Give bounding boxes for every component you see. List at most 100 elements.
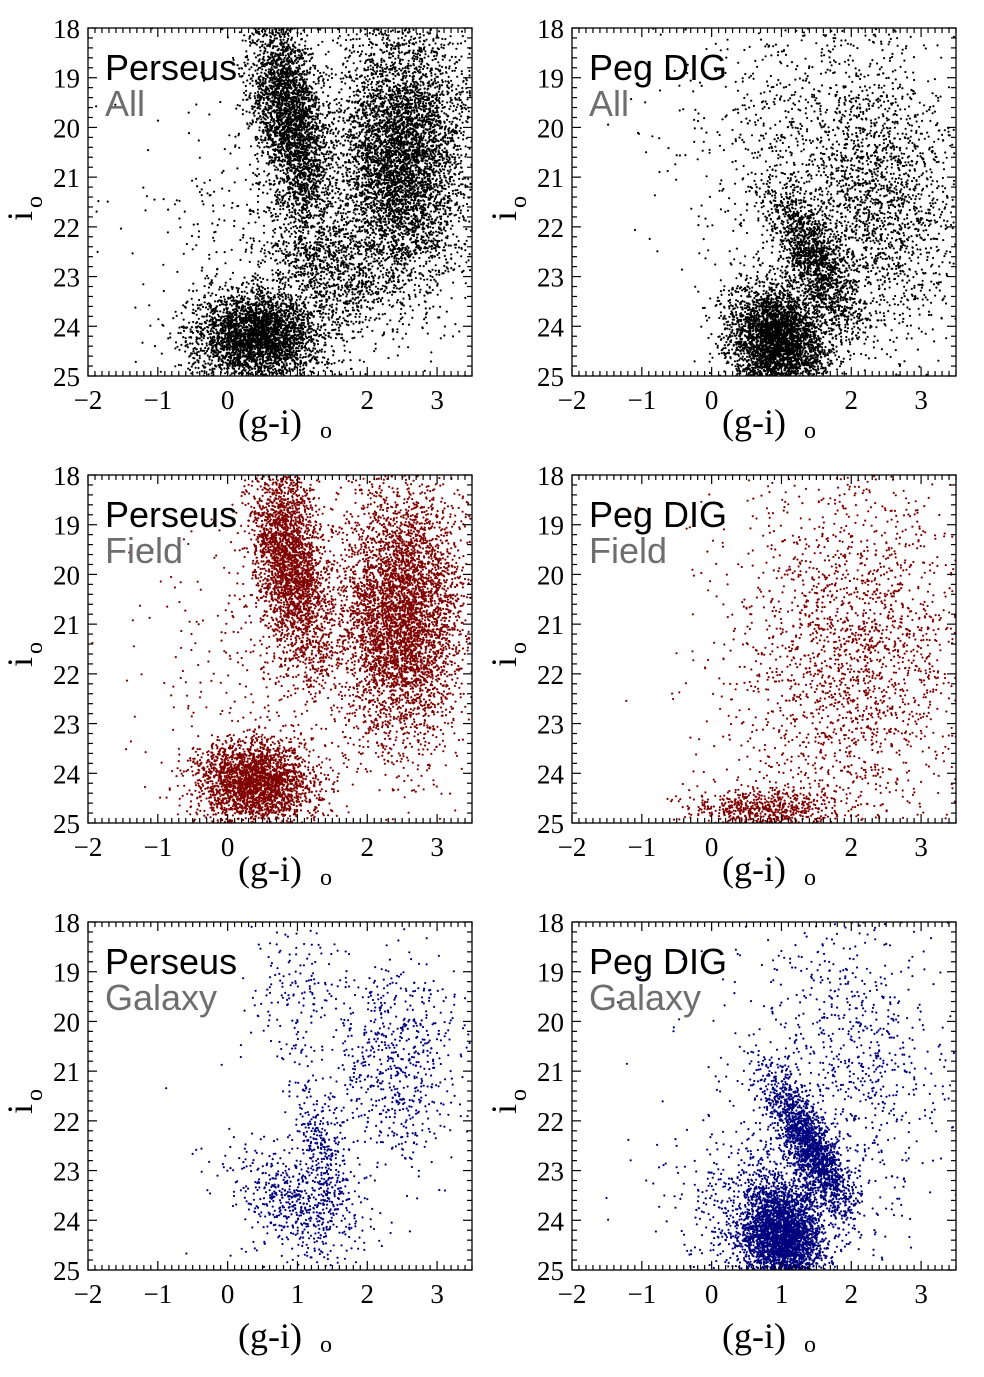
scatter-point	[264, 49, 267, 53]
scatter-point	[304, 190, 307, 193]
scatter-point	[455, 88, 458, 91]
scatter-point	[272, 57, 275, 60]
scatter-point	[352, 201, 355, 204]
scatter-point	[264, 90, 267, 94]
scatter-point	[269, 125, 272, 128]
scatter-point	[434, 239, 437, 242]
scatter-point	[283, 164, 286, 167]
scatter-point	[278, 149, 281, 152]
scatter-point	[392, 81, 395, 84]
scatter-point	[288, 211, 291, 214]
scatter-point	[295, 100, 299, 103]
scatter-point	[293, 82, 296, 85]
scatter-point	[429, 251, 432, 254]
scatter-point	[289, 48, 292, 51]
scatter-point	[404, 159, 407, 162]
scatter-point	[304, 40, 307, 43]
scatter-point	[297, 212, 300, 215]
scatter-point	[406, 245, 409, 248]
scatter-point	[298, 202, 301, 205]
scatter-point	[329, 200, 332, 203]
scatter-point	[267, 137, 270, 140]
scatter-point	[287, 91, 290, 94]
scatter-point	[327, 178, 330, 181]
scatter-point	[274, 66, 277, 69]
scatter-point	[327, 106, 331, 109]
scatter-point	[304, 106, 307, 109]
scatter-point	[307, 87, 310, 90]
scatter-point	[251, 107, 254, 110]
scatter-point	[311, 141, 314, 144]
scatter-point	[302, 56, 305, 60]
scatter-point	[286, 63, 289, 66]
scatter-point	[300, 150, 303, 154]
scatter-point	[455, 47, 458, 50]
scatter-point	[262, 139, 266, 142]
scatter-point	[254, 97, 257, 100]
scatter-point	[299, 78, 302, 81]
scatter-point	[251, 73, 254, 76]
scatter-point	[314, 115, 317, 118]
scatter-point	[242, 98, 245, 101]
scatter-point	[412, 134, 415, 137]
scatter-point	[321, 123, 325, 126]
scatter-point	[291, 144, 294, 147]
scatter-point	[427, 216, 430, 219]
scatter-point	[462, 130, 465, 133]
scatter-point	[441, 37, 444, 41]
scatter-point	[280, 177, 284, 180]
scatter-point	[316, 197, 319, 201]
scatter-point	[287, 43, 290, 46]
scatter-point	[317, 206, 320, 209]
scatter-point	[426, 184, 429, 187]
scatter-point	[329, 232, 332, 235]
scatter-point	[305, 84, 308, 87]
scatter-point	[292, 104, 296, 107]
scatter-point	[302, 140, 305, 143]
scatter-point	[311, 56, 314, 59]
scatter-point	[246, 56, 249, 59]
scatter-point	[282, 204, 285, 207]
scatter-point	[351, 79, 354, 82]
scatter-point	[293, 141, 296, 144]
scatter-point	[359, 312, 362, 315]
scatter-point	[291, 134, 294, 137]
scatter-point	[290, 137, 294, 141]
scatter-point	[305, 73, 308, 76]
scatter-point	[418, 291, 421, 294]
scatter-point	[319, 112, 322, 115]
scatter-point	[258, 101, 261, 104]
scatter-point	[292, 97, 295, 100]
scatter-point	[305, 69, 309, 72]
scatter-point	[307, 93, 310, 97]
scatter-point	[261, 112, 265, 115]
scatter-point	[441, 79, 444, 82]
scatter-point	[284, 154, 287, 157]
scatter-point	[460, 101, 464, 104]
scatter-point	[431, 59, 434, 62]
scatter-point	[265, 34, 268, 37]
scatter-point	[419, 252, 422, 255]
scatter-point	[274, 168, 277, 171]
scatter-point	[408, 49, 411, 52]
scatter-point	[314, 67, 317, 70]
scatter-point	[310, 133, 313, 136]
scatter-point	[295, 71, 298, 74]
scatter-point	[285, 142, 288, 145]
scatter-point	[315, 149, 318, 152]
scatter-point	[303, 73, 306, 76]
scatter-point	[283, 152, 286, 155]
scatter-point	[258, 181, 262, 184]
scatter-point	[323, 191, 326, 194]
scatter-point	[334, 212, 337, 215]
scatter-point	[284, 111, 287, 115]
scatter-point	[291, 159, 295, 162]
scatter-point	[304, 172, 307, 175]
scatter-point	[263, 170, 266, 173]
scatter-point	[335, 214, 338, 217]
scatter-point	[343, 121, 346, 124]
scatter-point	[293, 230, 296, 233]
scatter-point	[284, 156, 287, 159]
scatter-point	[281, 160, 284, 163]
scatter-point	[302, 171, 305, 175]
